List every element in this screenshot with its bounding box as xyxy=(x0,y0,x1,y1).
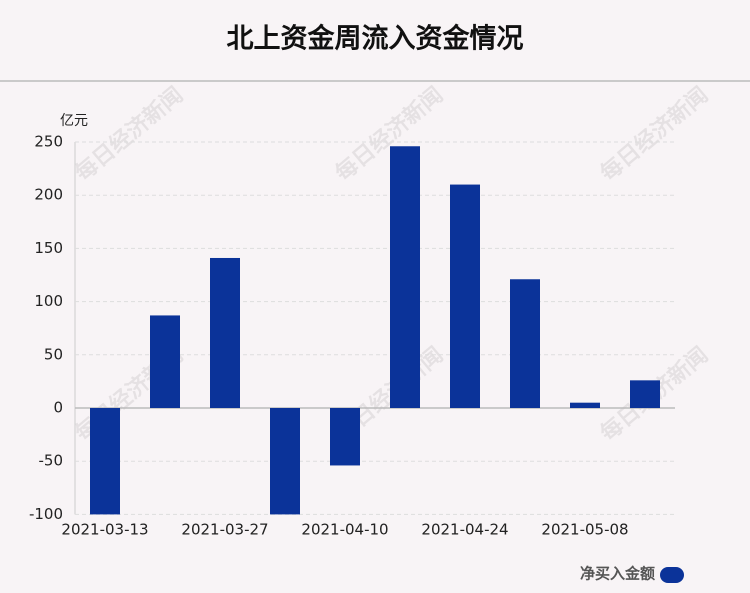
x-tick-label: 2021-03-13 xyxy=(61,521,148,539)
legend-label: 净买入金额 xyxy=(580,565,655,583)
bar xyxy=(150,315,180,408)
x-tick-label: 2021-03-27 xyxy=(181,521,268,539)
y-tick-label: 50 xyxy=(44,345,63,363)
y-tick-label: -50 xyxy=(39,452,64,470)
bar xyxy=(90,408,120,515)
bar xyxy=(270,408,300,515)
y-tick-label: 150 xyxy=(34,239,63,257)
bar xyxy=(630,380,660,408)
bar xyxy=(570,402,600,408)
bar xyxy=(210,257,240,408)
y-tick-label: -100 xyxy=(29,505,63,523)
x-tick-label: 2021-04-10 xyxy=(301,521,388,539)
y-unit: 亿元 xyxy=(60,113,88,129)
chart-title: 北上资金周流入资金情况 xyxy=(227,23,524,55)
x-tick-label: 2021-04-24 xyxy=(421,521,508,539)
bar xyxy=(330,408,360,466)
bar xyxy=(390,146,420,409)
legend-swatch xyxy=(660,567,684,583)
y-tick-label: 200 xyxy=(34,186,63,204)
y-tick-label: 0 xyxy=(53,399,63,417)
x-tick-label: 2021-05-08 xyxy=(541,521,628,539)
y-tick-label: 100 xyxy=(34,292,63,310)
bar xyxy=(450,184,480,408)
y-tick-label: 250 xyxy=(34,133,63,151)
bar xyxy=(510,279,540,408)
